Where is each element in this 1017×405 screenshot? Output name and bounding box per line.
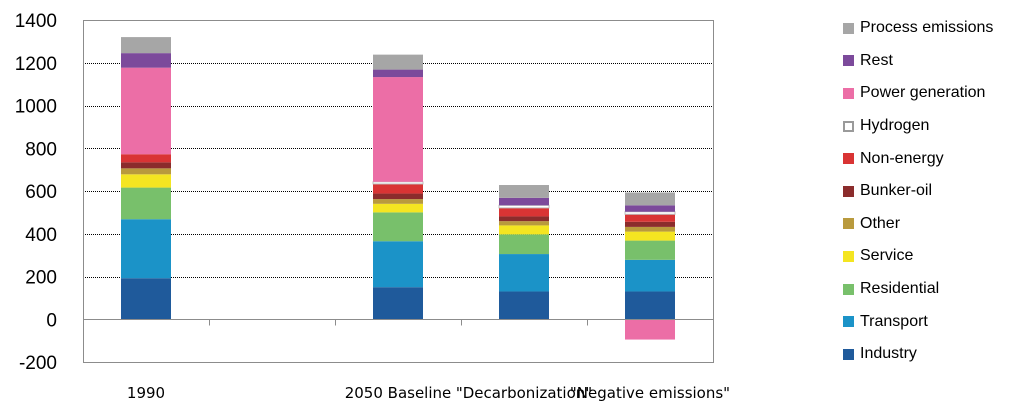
x-tick-marks xyxy=(209,319,588,326)
bar-segment-bunker-oil xyxy=(121,162,171,169)
legend-label: Other xyxy=(860,214,901,232)
bar-segment-other xyxy=(625,226,675,232)
x-tick-label: "Negative emissions" xyxy=(570,384,730,402)
bar-segment-power-generation xyxy=(121,67,171,155)
bar-segment-hydrogen xyxy=(624,211,676,215)
bar-segment-hydrogen xyxy=(372,181,424,185)
bar-segment-service xyxy=(373,203,423,213)
legend-item: Industry xyxy=(843,338,993,371)
bar-segment-process-emissions xyxy=(121,37,171,54)
legend-item: Hydrogen xyxy=(843,110,993,143)
y-tick-labels: -200 0 200 400 600 800 1000 1200 1400 xyxy=(15,11,57,374)
bar-segment-industry xyxy=(373,287,423,320)
legend-item: Other xyxy=(843,208,993,241)
y-tick-label: 1200 xyxy=(15,54,57,75)
bar-segment-residential xyxy=(373,212,423,242)
bars xyxy=(121,37,676,340)
bar-segment-rest xyxy=(625,205,675,212)
bar-segment-rest xyxy=(373,69,423,78)
legend-item: Bunker-oil xyxy=(843,175,993,208)
bar-segment-other xyxy=(121,168,171,175)
bar-segment-process-emissions xyxy=(373,54,423,70)
legend-swatch xyxy=(843,218,854,230)
legend-item: Service xyxy=(843,240,993,273)
bar-segment-process-emissions xyxy=(499,185,549,198)
bar-segment-industry xyxy=(499,291,549,320)
legend-label: Industry xyxy=(860,345,917,363)
legend-swatch xyxy=(843,55,854,67)
bar-segment-transport xyxy=(625,259,675,292)
legend-swatch xyxy=(843,153,854,165)
bar-segment-rest xyxy=(499,197,549,206)
x-tick-label: 2050 Baseline xyxy=(345,384,452,402)
y-tick-label: 1400 xyxy=(15,11,57,32)
bar-segment-bunker-oil xyxy=(625,221,675,227)
legend-swatch xyxy=(843,120,854,132)
y-tick-label: 1000 xyxy=(15,97,57,118)
legend-swatch xyxy=(843,185,854,197)
legend-swatch xyxy=(843,348,854,360)
bar-segment-hydrogen xyxy=(498,204,550,209)
legend-label: Power generation xyxy=(860,84,986,102)
bar-segment-non-energy xyxy=(373,183,423,194)
plot-frame xyxy=(83,20,714,363)
bar-segment-transport xyxy=(499,254,549,292)
y-tick-label: 800 xyxy=(25,139,57,160)
bar-segment-service xyxy=(625,231,675,241)
bar-segment-non-energy xyxy=(499,207,549,217)
y-tick-label: 0 xyxy=(46,310,57,331)
bar-segment-non-energy xyxy=(625,214,675,222)
legend-swatch xyxy=(843,87,854,99)
legend-swatch xyxy=(843,283,854,295)
y-tick-label: -200 xyxy=(19,353,57,374)
legend-label: Residential xyxy=(860,280,940,298)
bar-segment-other xyxy=(373,199,423,204)
bar-segment-residential xyxy=(499,234,549,255)
legend-label: Transport xyxy=(860,312,928,330)
legend: Process emissions Rest Power generation Hyd… xyxy=(843,12,993,371)
legend-item: Non-energy xyxy=(843,142,993,175)
bar-segment-bunker-oil xyxy=(499,216,549,222)
legend-label: Hydrogen xyxy=(860,117,930,135)
legend-label: Rest xyxy=(860,51,893,69)
bar-segment-other xyxy=(499,221,549,226)
y-tick-label: 600 xyxy=(25,182,57,203)
x-tick-labels: 1990 2050 Baseline "Decarbonization""Negat… xyxy=(127,384,730,402)
legend-label: Process emissions xyxy=(860,19,994,37)
bar-segment-transport xyxy=(121,219,171,279)
legend-swatch xyxy=(843,316,854,328)
legend-item: Process emissions xyxy=(843,12,993,45)
legend-item: Transport xyxy=(843,305,993,338)
legend-label: Non-energy xyxy=(860,149,944,167)
bar-segment-process-emissions xyxy=(625,192,675,206)
bar-segment-industry xyxy=(121,278,171,320)
bar-segment-industry xyxy=(625,291,675,320)
bar-segment-bunker-oil xyxy=(373,193,423,200)
bar-segment-rest xyxy=(121,53,171,68)
bar-segment-residential xyxy=(625,240,675,260)
bar-segment-service xyxy=(499,225,549,235)
x-tick-label: "Decarbonization" xyxy=(456,384,592,402)
bar-segment-power-generation xyxy=(373,77,423,182)
legend-label: Service xyxy=(860,247,914,265)
legend-swatch xyxy=(843,250,854,262)
legend-item: Power generation xyxy=(843,77,993,110)
x-tick-label: 1990 xyxy=(127,384,165,402)
legend-swatch xyxy=(843,22,854,34)
y-tick-label: 400 xyxy=(25,225,57,246)
y-tick-label: 200 xyxy=(25,268,57,289)
legend-label: Bunker-oil xyxy=(860,182,933,200)
bar-segment-transport xyxy=(373,241,423,288)
bar-segment-power-generation xyxy=(625,319,675,340)
legend-item: Residential xyxy=(843,273,993,306)
bar-segment-non-energy xyxy=(121,154,171,163)
legend-item: Rest xyxy=(843,45,993,78)
bar-segment-service xyxy=(121,174,171,188)
bar-segment-residential xyxy=(121,187,171,220)
